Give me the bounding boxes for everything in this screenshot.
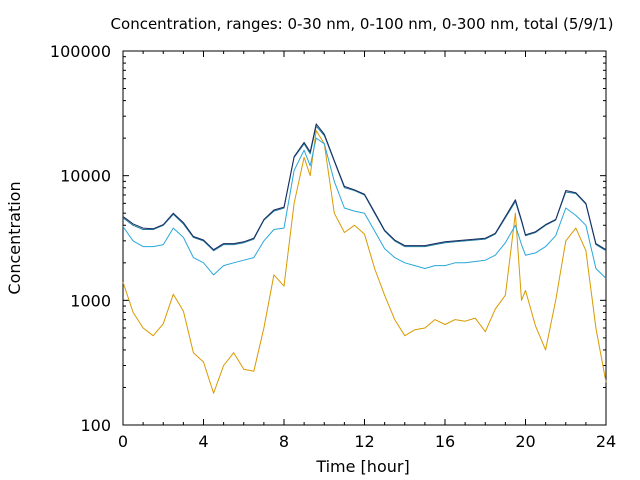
x-axis: 0 4 8 12 16 20 24: [118, 51, 616, 451]
y-tick-label: 1000: [70, 291, 111, 310]
series-line-4: [122, 123, 607, 251]
x-tick-label: 24: [596, 432, 616, 451]
y-axis-title: Concentration: [5, 181, 24, 294]
x-tick-label: 4: [198, 432, 208, 451]
y-tick-label: 100000: [50, 42, 111, 61]
series-layer: [122, 123, 607, 394]
x-tick-label: 20: [515, 432, 535, 451]
x-axis-title: Time [hour]: [315, 457, 409, 476]
y-tick-label: 100: [80, 416, 111, 435]
y-axis: 100 1000 10000 100000: [50, 42, 606, 435]
x-tick-label: 8: [279, 432, 289, 451]
y-tick-label: 10000: [60, 167, 111, 186]
x-tick-label: 0: [118, 432, 128, 451]
chart-title: Concentration, ranges: 0-30 nm, 0-100 nm…: [111, 15, 614, 33]
x-tick-label: 16: [435, 432, 455, 451]
x-tick-label: 12: [354, 432, 374, 451]
series-line-1: [122, 130, 607, 394]
series-line-2: [122, 137, 607, 279]
